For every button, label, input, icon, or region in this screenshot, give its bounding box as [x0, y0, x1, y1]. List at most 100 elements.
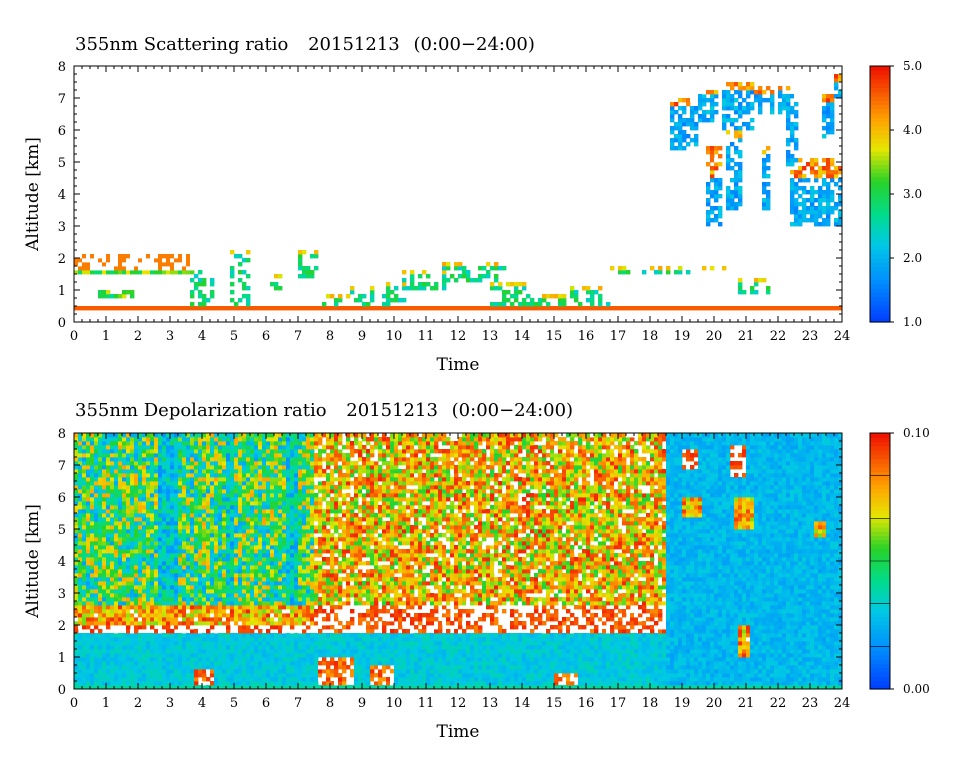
depolarization-heatmap-cell [210, 525, 215, 530]
depolarization-heatmap-cell [254, 493, 259, 498]
depolarization-heatmap-cell [158, 661, 163, 666]
depolarization-heatmap-cell [114, 617, 119, 622]
scattering-heatmap-cell [578, 306, 583, 311]
depolarization-heatmap-cell [154, 473, 159, 478]
scattering-heatmap-cell [830, 106, 835, 111]
depolarization-heatmap-cell [186, 645, 191, 650]
scattering-heatmap-cell [706, 218, 711, 223]
depolarization-heatmap-cell [102, 685, 107, 690]
depolarization-heatmap-cell [266, 629, 271, 634]
depolarization-heatmap-cell [206, 525, 211, 530]
depolarization-heatmap-cell [274, 473, 279, 478]
depolarization-heatmap-cell [134, 529, 139, 534]
depolarization-heatmap-cell [238, 489, 243, 494]
depolarization-heatmap-cell [98, 505, 103, 510]
scattering-heatmap-cell [814, 178, 819, 183]
depolarization-heatmap-cell [270, 437, 275, 442]
depolarization-heatmap-cell [118, 569, 123, 574]
depolarization-heatmap-cell [86, 685, 91, 690]
depolarization-heatmap-cell [182, 649, 187, 654]
scattering-heatmap-cell [98, 290, 103, 295]
depolarization-heatmap-cell [118, 609, 123, 614]
depolarization-heatmap-cell [226, 445, 231, 450]
depolarization-heatmap-cell [158, 585, 163, 590]
depolarization-heatmap-cell [90, 601, 95, 606]
depolarization-heatmap-cell [234, 433, 239, 438]
scattering-heatmap-cell [562, 306, 567, 311]
depolarization-heatmap-cell [210, 577, 215, 582]
depolarization-heatmap-cell [290, 613, 295, 618]
depolarization-heatmap-cell [210, 477, 215, 482]
depolarization-heatmap-cell [78, 497, 83, 502]
depolarization-heatmap-cell [254, 457, 259, 462]
scattering-heatmap-cell [834, 182, 839, 187]
scattering-heatmap-cell [750, 82, 755, 87]
depolarization-heatmap-cell [218, 473, 223, 478]
scattering-heatmap-cell [166, 258, 171, 263]
depolarization-heatmap-cell [162, 509, 167, 514]
scattering-heatmap-cell [390, 290, 395, 295]
depolarization-heatmap-cell [94, 537, 99, 542]
scattering-heatmap-cell [734, 118, 739, 123]
depolarization-heatmap-cell [150, 545, 155, 550]
depolarization-heatmap-cell [90, 545, 95, 550]
scattering-heatmap-cell [734, 178, 739, 183]
depolarization-heatmap-cell [82, 465, 87, 470]
depolarization-heatmap-cell [82, 445, 87, 450]
scattering-heatmap-cell [726, 98, 731, 103]
scattering-heatmap-cell [238, 278, 243, 283]
scattering-heatmap-cell [798, 158, 803, 163]
depolarization-heatmap-cell [274, 589, 279, 594]
depolarization-heatmap-cell [90, 669, 95, 674]
depolarization-heatmap-cell [130, 517, 135, 522]
depolarization-heatmap-cell [182, 653, 187, 658]
scattering-heatmap-cell [98, 258, 103, 263]
depolarization-heatmap-cell [282, 505, 287, 510]
depolarization-heatmap-cell [206, 601, 211, 606]
depolarization-heatmap-cell [110, 637, 115, 642]
depolarization-heatmap-cell [146, 541, 151, 546]
depolarization-heatmap-cell [286, 433, 291, 438]
depolarization-heatmap-cell [266, 545, 271, 550]
scattering-heatmap-cell [822, 94, 827, 99]
depolarization-heatmap-cell [138, 649, 143, 654]
depolarization-heatmap-cell [190, 449, 195, 454]
depolarization-heatmap-cell [222, 669, 227, 674]
depolarization-heatmap-cell [114, 501, 119, 506]
depolarization-heatmap-cell [242, 473, 247, 478]
depolarization-heatmap-cell [282, 685, 287, 690]
scattering-heatmap-cell [482, 274, 487, 279]
depolarization-heatmap-cell [242, 529, 247, 534]
scattering-colorbar-segment [870, 104, 890, 110]
depolarization-heatmap-cell [146, 445, 151, 450]
depolarization-heatmap-cell [242, 625, 247, 630]
depolarization-heatmap-cell [94, 477, 99, 482]
depolarization-heatmap-cell [238, 593, 243, 598]
depolarization-heatmap-cell [238, 677, 243, 682]
depolarization-heatmap-cell [174, 681, 179, 686]
depolarization-heatmap-cell [166, 433, 171, 438]
depolarization-heatmap-cell [74, 617, 79, 622]
depolarization-heatmap-cell [270, 601, 275, 606]
scattering-heatmap-cell [302, 250, 307, 255]
depolarization-heatmap-cell [190, 601, 195, 606]
depolarization-heatmap-cell [286, 509, 291, 514]
depolarization-heatmap-cell [94, 677, 99, 682]
depolarization-heatmap-cell [226, 461, 231, 466]
depolarization-heatmap-cell [198, 561, 203, 566]
depolarization-heatmap-cell [230, 581, 235, 586]
scattering-heatmap-cell [362, 306, 367, 311]
depolarization-heatmap-cell [274, 641, 279, 646]
depolarization-heatmap-cell [154, 581, 159, 586]
scattering-heatmap-cell [678, 142, 683, 147]
depolarization-heatmap-cell [254, 585, 259, 590]
scattering-heatmap-cell [82, 254, 87, 259]
depolarization-heatmap-cell [266, 461, 271, 466]
depolarization-heatmap-cell [258, 473, 263, 478]
scattering-heatmap-cell [746, 110, 751, 115]
scattering-heatmap-cell [526, 294, 531, 299]
depolarization-heatmap-cell [126, 653, 131, 658]
depolarization-heatmap-cell [82, 509, 87, 514]
scattering-heatmap-cell [794, 122, 799, 127]
depolarization-heatmap-cell [242, 681, 247, 686]
